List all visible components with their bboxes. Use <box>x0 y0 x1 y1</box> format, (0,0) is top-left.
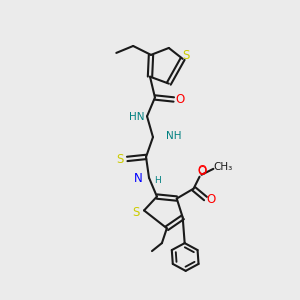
Text: H: H <box>154 176 161 185</box>
Text: O: O <box>197 164 206 177</box>
Text: NH: NH <box>166 131 182 141</box>
Text: S: S <box>132 206 140 219</box>
Text: N: N <box>134 172 142 185</box>
Text: O: O <box>197 165 206 178</box>
Text: O: O <box>175 93 184 106</box>
Text: HN: HN <box>129 112 145 122</box>
Text: O: O <box>207 193 216 206</box>
Text: S: S <box>117 153 124 167</box>
Text: S: S <box>182 50 189 62</box>
Text: CH₃: CH₃ <box>214 162 233 172</box>
